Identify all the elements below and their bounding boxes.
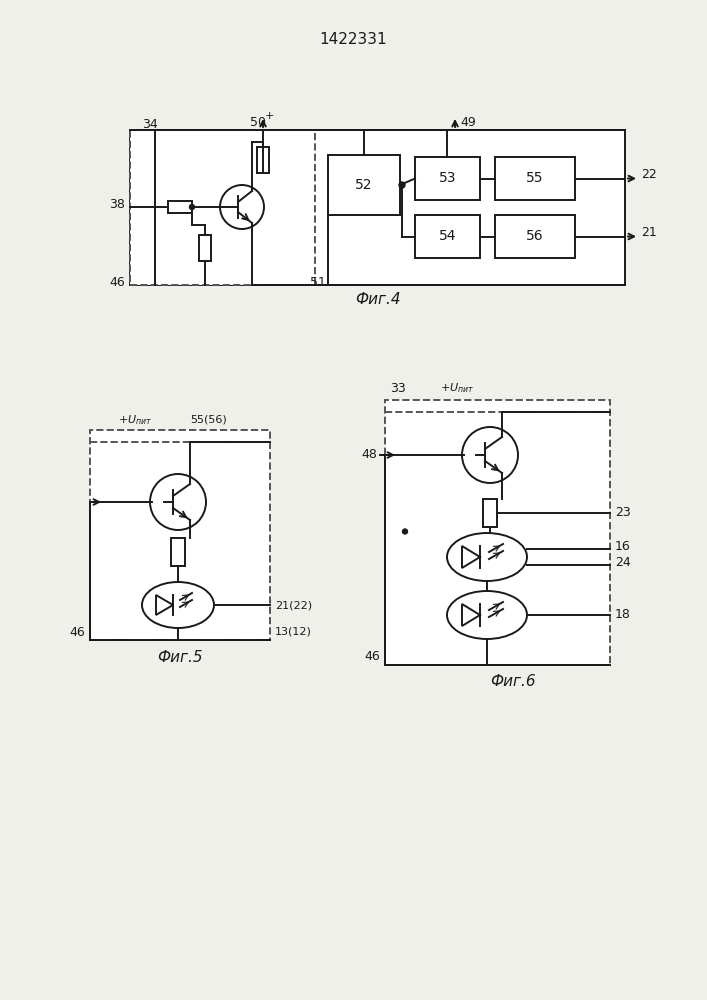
- Ellipse shape: [447, 533, 527, 581]
- Text: +: +: [265, 111, 274, 121]
- Text: $+U_{пит}$: $+U_{пит}$: [440, 381, 474, 395]
- Polygon shape: [156, 595, 173, 615]
- Text: 55(56): 55(56): [190, 415, 227, 425]
- Ellipse shape: [142, 582, 214, 628]
- Text: Фиг.6: Фиг.6: [490, 674, 535, 690]
- Bar: [130, 130, 315, 285]
- Bar: [257, 147, 269, 173]
- Text: 53: 53: [439, 172, 456, 186]
- Bar: [495, 157, 575, 200]
- Text: 21: 21: [641, 226, 657, 239]
- Bar: [385, 400, 610, 665]
- Text: 46: 46: [110, 275, 125, 288]
- Text: $+U_{пит}$: $+U_{пит}$: [118, 413, 152, 427]
- Text: 21(22): 21(22): [275, 600, 312, 610]
- Bar: [168, 201, 192, 213]
- Text: 54: 54: [439, 230, 456, 243]
- Circle shape: [399, 182, 405, 188]
- Text: 16: 16: [615, 540, 631, 554]
- Bar: [199, 235, 211, 261]
- Text: 46: 46: [69, 626, 85, 639]
- Circle shape: [220, 185, 264, 229]
- Text: 48: 48: [361, 448, 377, 462]
- Text: 51: 51: [310, 275, 326, 288]
- Text: 55: 55: [526, 172, 544, 186]
- Text: 38: 38: [109, 198, 125, 212]
- Text: 56: 56: [526, 230, 544, 243]
- Text: 22: 22: [641, 168, 657, 181]
- Text: 46: 46: [364, 650, 380, 664]
- Bar: [495, 215, 575, 258]
- Ellipse shape: [447, 591, 527, 639]
- Text: 13(12): 13(12): [275, 627, 312, 637]
- Bar: [415, 215, 480, 258]
- Bar: [483, 499, 497, 527]
- Circle shape: [189, 205, 194, 210]
- Text: Фиг.4: Фиг.4: [355, 292, 401, 308]
- Circle shape: [402, 529, 407, 534]
- Circle shape: [462, 427, 518, 483]
- Text: 24: 24: [615, 556, 631, 570]
- Text: 52: 52: [355, 178, 373, 192]
- Text: 49: 49: [460, 116, 476, 129]
- Polygon shape: [462, 604, 480, 626]
- Text: Фиг.5: Фиг.5: [157, 650, 203, 664]
- Text: 34: 34: [142, 118, 158, 131]
- Bar: [328, 155, 400, 215]
- Bar: [90, 430, 270, 640]
- Polygon shape: [462, 546, 480, 568]
- Text: 23: 23: [615, 506, 631, 520]
- Text: 18: 18: [615, 608, 631, 621]
- Text: 50: 50: [250, 115, 266, 128]
- Text: 1422331: 1422331: [319, 32, 387, 47]
- Circle shape: [150, 474, 206, 530]
- Text: 33: 33: [390, 381, 406, 394]
- Bar: [171, 538, 185, 566]
- Bar: [415, 157, 480, 200]
- Bar: [130, 130, 625, 285]
